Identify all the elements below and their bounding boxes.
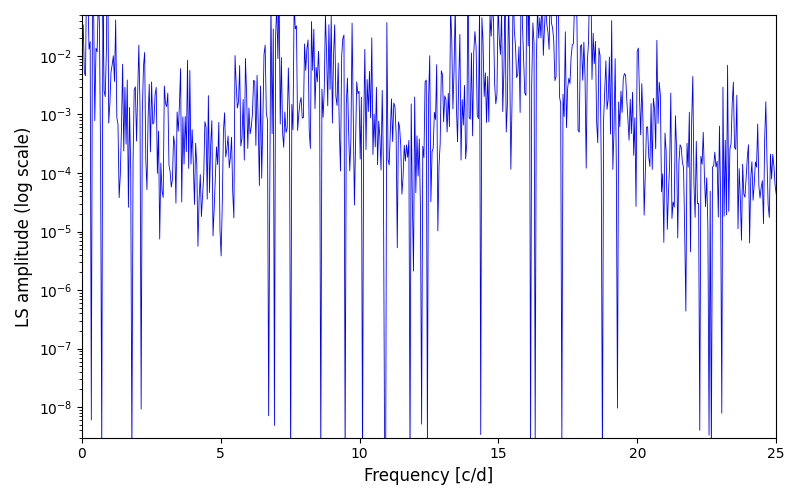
X-axis label: Frequency [c/d]: Frequency [c/d] — [364, 467, 494, 485]
Y-axis label: LS amplitude (log scale): LS amplitude (log scale) — [15, 126, 33, 326]
